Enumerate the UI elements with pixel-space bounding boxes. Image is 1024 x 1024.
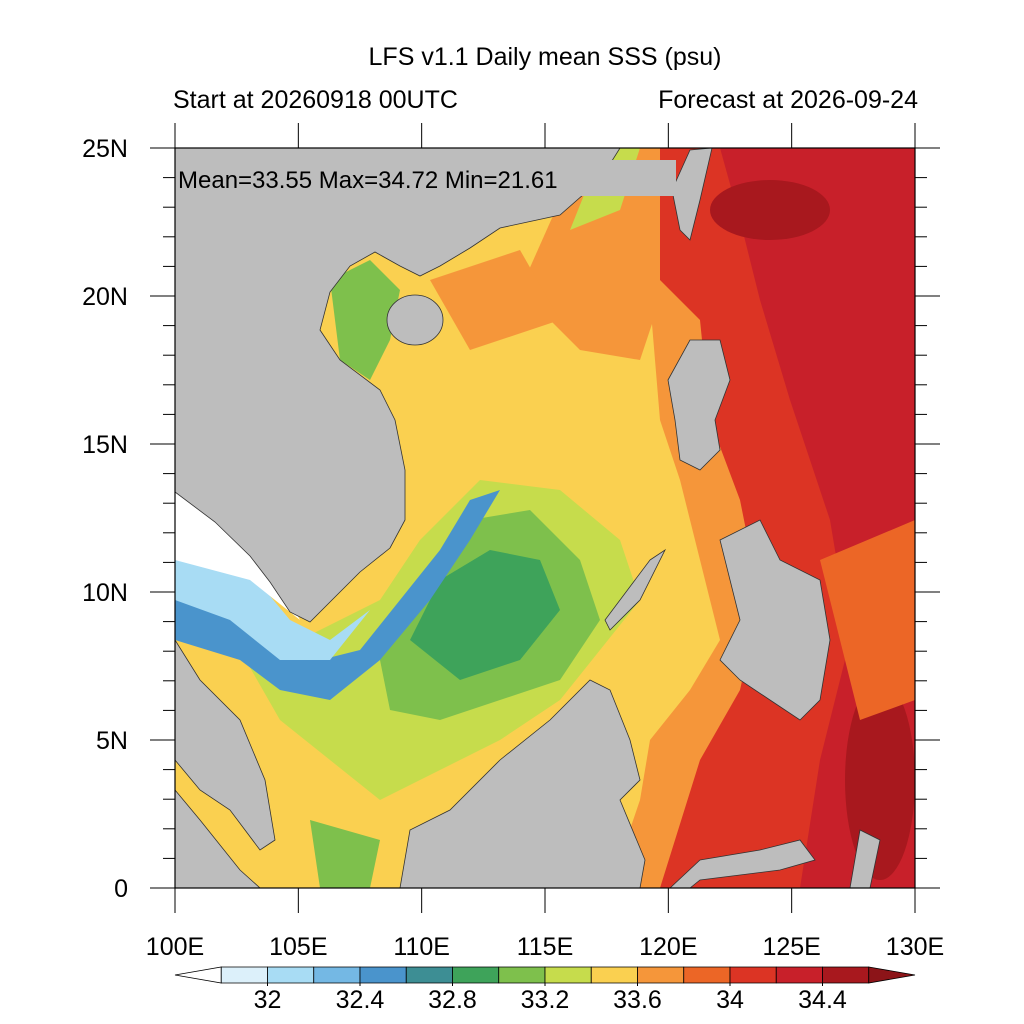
colorbar-label: 33.2 bbox=[521, 986, 570, 1014]
start-time: Start at 20260918 00UTC bbox=[173, 86, 458, 114]
colorbar-label: 34.4 bbox=[798, 986, 847, 1014]
y-tick-label: 25N bbox=[82, 135, 128, 163]
stats-text: Mean=33.55 Max=34.72 Min=21.61 bbox=[178, 167, 558, 194]
colorbar-label: 33.6 bbox=[613, 986, 662, 1014]
color-box bbox=[498, 966, 546, 984]
color-box bbox=[868, 966, 916, 984]
color-box bbox=[313, 966, 361, 984]
y-tick-label: 5N bbox=[96, 727, 128, 755]
colorbar-label: 32 bbox=[254, 986, 282, 1014]
color-box bbox=[452, 966, 500, 984]
colorbar: 32 32.4 32.8 33.2 33.6 34 34.4 bbox=[174, 966, 916, 1014]
x-tick-label: 120E bbox=[639, 933, 697, 961]
y-tick-label: 20N bbox=[82, 283, 128, 311]
land bbox=[175, 148, 881, 888]
color-box bbox=[220, 966, 268, 984]
colorbar-label: 34 bbox=[716, 986, 744, 1014]
x-tick-label: 125E bbox=[762, 933, 820, 961]
axes: 100E 105E 110E 115E 120E 125E 130E 0 5N 10N 15N 20N… bbox=[82, 123, 944, 961]
y-tick-label: 10N bbox=[82, 579, 128, 607]
color-box bbox=[174, 966, 222, 984]
x-tick-label: 105E bbox=[269, 933, 327, 961]
x-tick-label: 115E bbox=[517, 933, 574, 961]
x-tick-label: 110E bbox=[393, 933, 450, 961]
x-tick-label: 130E bbox=[886, 933, 944, 961]
y-tick-label: 15N bbox=[82, 431, 128, 459]
color-box bbox=[822, 966, 870, 984]
color-box bbox=[775, 966, 823, 984]
colorbar-label: 32.8 bbox=[428, 986, 477, 1014]
color-box bbox=[637, 966, 685, 984]
color-box bbox=[683, 966, 731, 984]
y-tick-label: 0 bbox=[114, 875, 128, 903]
color-box bbox=[359, 966, 407, 984]
color-box bbox=[544, 966, 592, 984]
color-box bbox=[590, 966, 638, 984]
colorbar-label: 32.4 bbox=[336, 986, 385, 1014]
color-box bbox=[405, 966, 453, 984]
x-tick-label: 100E bbox=[146, 933, 204, 961]
title: LFS v1.1 Daily mean SSS (psu) bbox=[369, 43, 722, 71]
forecast-time: Forecast at 2026-09-24 bbox=[658, 86, 918, 114]
stats-background bbox=[176, 160, 676, 196]
color-box bbox=[729, 966, 777, 984]
color-box bbox=[267, 966, 315, 984]
